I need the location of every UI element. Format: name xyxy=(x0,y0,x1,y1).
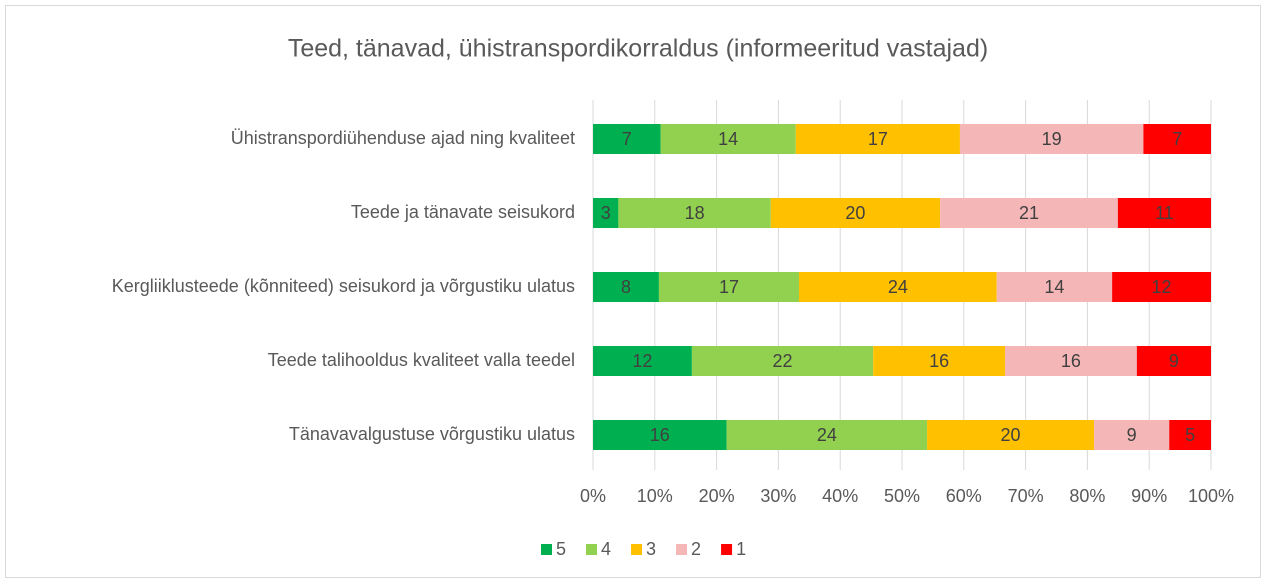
legend-swatch xyxy=(541,544,552,555)
bar-segment xyxy=(1143,124,1211,154)
y-tick-label: Teede talihooldus kvaliteet valla teedel xyxy=(268,350,575,370)
bar-segment xyxy=(618,198,771,228)
data-label: 14 xyxy=(1044,277,1064,297)
bar-segment xyxy=(940,198,1118,228)
bar-segment xyxy=(658,272,799,302)
data-label: 14 xyxy=(718,129,738,149)
data-label: 7 xyxy=(622,129,632,149)
bar-segment xyxy=(593,124,661,154)
legend-swatch xyxy=(586,544,598,555)
x-tick-label: 90% xyxy=(1131,486,1167,506)
data-label: 17 xyxy=(868,129,888,149)
data-label: 12 xyxy=(1152,277,1172,297)
data-label: 20 xyxy=(845,203,865,223)
x-tick-label: 50% xyxy=(884,486,920,506)
x-tick-label: 10% xyxy=(637,486,673,506)
bar-segment xyxy=(593,198,619,228)
y-tick-label: Ühistranspordiühenduse ajad ning kvalite… xyxy=(231,128,575,148)
chart-title: Teed, tänavad, ühistranspordikorraldus (… xyxy=(288,35,988,63)
legend-label: 4 xyxy=(601,539,611,559)
bar-segment xyxy=(799,272,997,302)
bar-segment xyxy=(1005,346,1137,376)
data-label: 9 xyxy=(1169,351,1179,371)
x-tick-label: 30% xyxy=(760,486,796,506)
x-tick-label: 60% xyxy=(946,486,982,506)
bar-segment xyxy=(1169,420,1211,450)
bar-segment xyxy=(1117,198,1211,228)
bar-segment xyxy=(927,420,1095,450)
data-label: 3 xyxy=(601,203,611,223)
bar-segment xyxy=(959,124,1144,154)
data-label: 24 xyxy=(888,277,908,297)
bar-segment xyxy=(593,272,659,302)
bar-segment xyxy=(660,124,796,154)
bar-segment xyxy=(691,346,874,376)
legend-label: 1 xyxy=(736,539,746,559)
data-label: 16 xyxy=(929,351,949,371)
x-tick-label: 80% xyxy=(1069,486,1105,506)
data-label: 9 xyxy=(1127,425,1137,445)
x-tick-label: 20% xyxy=(699,486,735,506)
data-label: 5 xyxy=(1185,425,1195,445)
bar-segment xyxy=(795,124,960,154)
bar-segment xyxy=(873,346,1005,376)
bar-segment xyxy=(770,198,941,228)
x-tick-label: 0% xyxy=(580,486,606,506)
bar-segment xyxy=(726,420,928,450)
y-tick-label: Kergliiklusteede (kõnniteed) seisukord j… xyxy=(112,276,575,296)
data-label: 20 xyxy=(1001,425,1021,445)
data-label: 8 xyxy=(621,277,631,297)
bar-segment xyxy=(593,346,692,376)
data-label: 21 xyxy=(1019,203,1039,223)
y-tick-label: Teede ja tänavate seisukord xyxy=(351,202,575,222)
y-tick-label: Tänavavalgustuse võrgustiku ulatus xyxy=(289,424,575,444)
legend-swatch xyxy=(721,544,733,555)
data-label: 17 xyxy=(719,277,739,297)
data-label: 16 xyxy=(1061,351,1081,371)
legend-swatch xyxy=(631,544,643,555)
data-label: 7 xyxy=(1172,129,1182,149)
legend-swatch xyxy=(676,544,688,555)
data-label: 22 xyxy=(773,351,793,371)
bar-segment xyxy=(1094,420,1170,450)
x-tick-label: 100% xyxy=(1188,486,1234,506)
bar-segment xyxy=(593,420,727,450)
legend-label: 2 xyxy=(691,539,701,559)
legend-label: 5 xyxy=(556,539,566,559)
x-tick-label: 70% xyxy=(1008,486,1044,506)
data-label: 11 xyxy=(1155,203,1174,223)
data-label: 24 xyxy=(817,425,837,445)
bar-segment xyxy=(996,272,1113,302)
data-label: 18 xyxy=(685,203,705,223)
data-label: 19 xyxy=(1042,129,1062,149)
data-label: 12 xyxy=(632,351,652,371)
bar-segment xyxy=(1136,346,1211,376)
x-tick-label: 40% xyxy=(822,486,858,506)
data-label: 16 xyxy=(650,425,670,445)
bar-segment xyxy=(1112,272,1211,302)
legend-label: 3 xyxy=(646,539,656,559)
